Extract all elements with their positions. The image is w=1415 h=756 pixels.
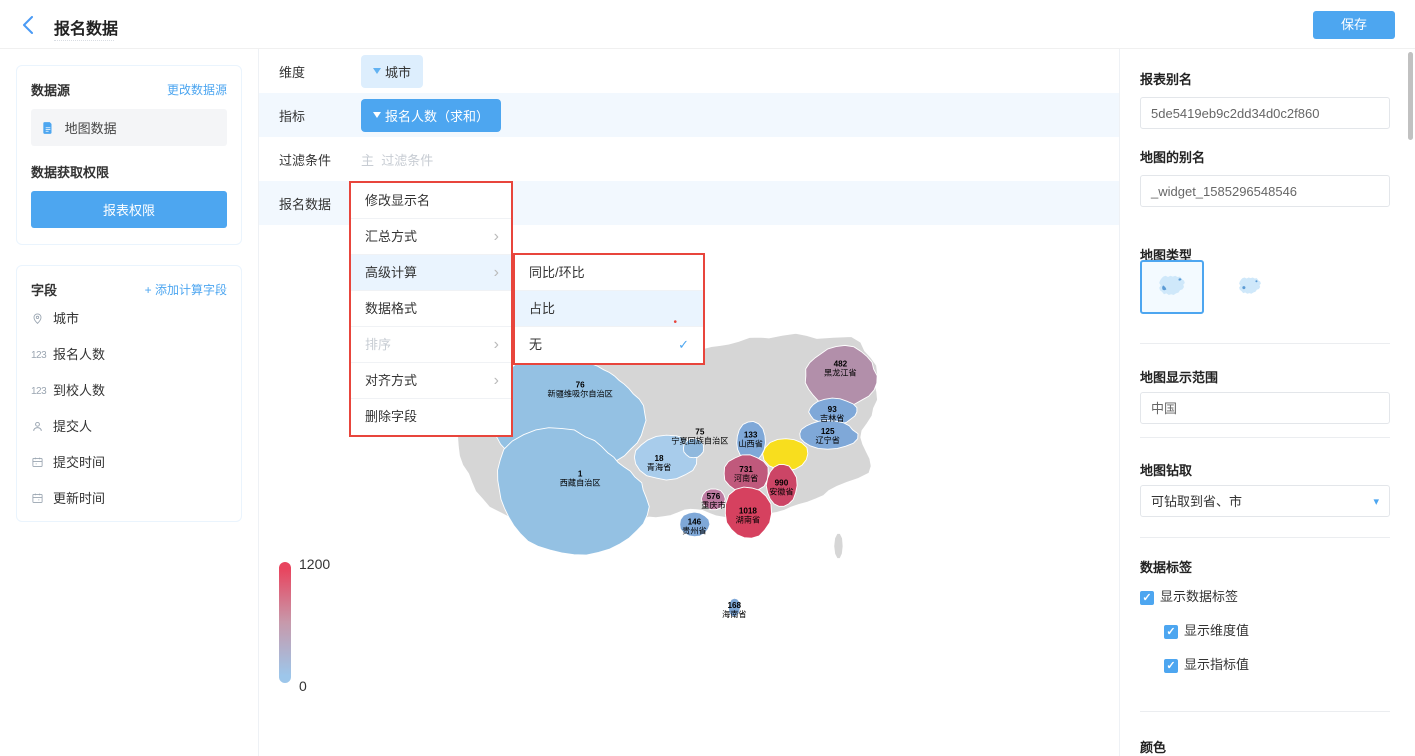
svg-text:新疆维吸尔自治区: 新疆维吸尔自治区 bbox=[548, 389, 613, 399]
svg-text:辽宁省: 辽宁省 bbox=[815, 435, 839, 445]
svg-text:93: 93 bbox=[828, 405, 838, 414]
svg-text:青海省: 青海省 bbox=[647, 462, 671, 472]
svg-text:海南省: 海南省 bbox=[722, 609, 746, 619]
svg-text:125: 125 bbox=[821, 427, 835, 436]
svg-text:湖南省: 湖南省 bbox=[736, 515, 760, 525]
svg-text:990: 990 bbox=[775, 478, 789, 487]
svg-text:山西省: 山西省 bbox=[738, 438, 762, 448]
svg-text:576: 576 bbox=[707, 492, 721, 501]
svg-text:贵州省: 贵州省 bbox=[682, 526, 706, 536]
svg-text:1018: 1018 bbox=[739, 507, 758, 516]
svg-text:76: 76 bbox=[576, 381, 586, 390]
svg-text:西藏自治区: 西藏自治区 bbox=[560, 477, 601, 487]
svg-text:18: 18 bbox=[655, 454, 665, 463]
svg-text:河南省: 河南省 bbox=[734, 473, 758, 483]
svg-text:146: 146 bbox=[688, 517, 702, 526]
svg-text:168: 168 bbox=[727, 601, 741, 610]
svg-text:75: 75 bbox=[695, 428, 705, 437]
svg-text:482: 482 bbox=[834, 360, 848, 369]
svg-text:黑龙江省: 黑龙江省 bbox=[824, 368, 857, 378]
svg-text:1: 1 bbox=[578, 469, 583, 478]
svg-text:宁夏回族自治区: 宁夏回族自治区 bbox=[671, 436, 728, 446]
svg-text:安徽省: 安徽省 bbox=[769, 487, 793, 497]
svg-text:133: 133 bbox=[744, 430, 758, 439]
svg-text:重庆市: 重庆市 bbox=[701, 500, 725, 510]
svg-text:731: 731 bbox=[739, 465, 753, 474]
svg-text:吉林省: 吉林省 bbox=[820, 413, 844, 423]
